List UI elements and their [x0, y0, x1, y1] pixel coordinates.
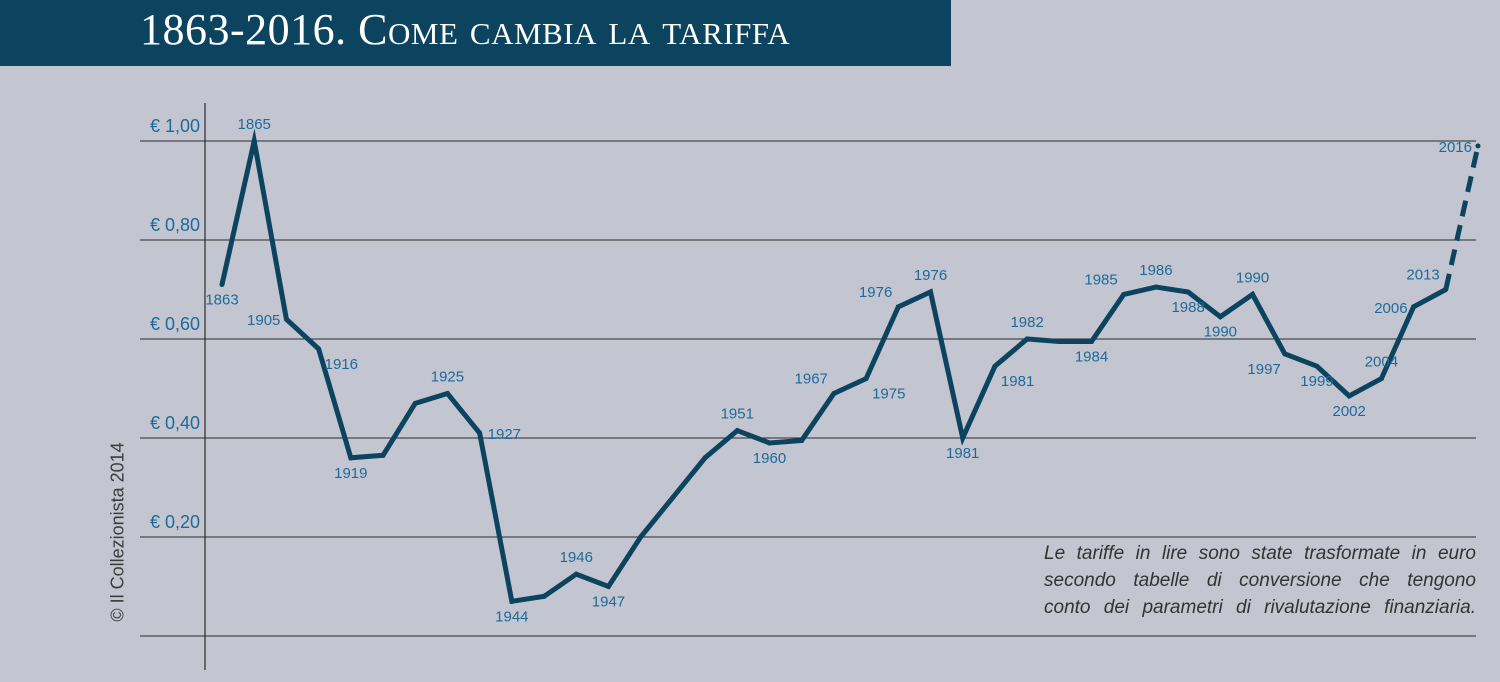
- y-tick-label: € 0,80: [150, 215, 200, 235]
- data-point: [1475, 143, 1481, 149]
- data-point: [799, 437, 805, 443]
- data-point: [766, 440, 772, 446]
- year-label: 1916: [325, 356, 358, 373]
- data-point: [219, 282, 225, 288]
- data-point: [1217, 314, 1223, 320]
- data-point: [412, 400, 418, 406]
- year-label: 2013: [1406, 267, 1439, 284]
- y-tick-label: € 1,00: [150, 116, 200, 136]
- year-label: 1975: [872, 386, 905, 403]
- data-point: [1153, 284, 1159, 290]
- data-point: [380, 452, 386, 458]
- label-layer: 1863 1865 1905 1916 1919 1925 1927 1944 1946 1947…: [205, 116, 1472, 625]
- projected-line-segment: [1443, 145, 1481, 291]
- data-point: [348, 455, 354, 461]
- year-label: 1865: [238, 116, 271, 133]
- year-label: 1927: [488, 426, 521, 443]
- data-point: [1282, 351, 1288, 357]
- data-point: [638, 534, 644, 540]
- year-label: 1988: [1171, 299, 1204, 316]
- year-label: 1967: [795, 370, 828, 387]
- y-tick-label: € 0,20: [150, 512, 200, 532]
- year-label: 2004: [1365, 354, 1398, 371]
- year-label: 1976: [859, 284, 892, 301]
- data-point: [477, 430, 483, 436]
- footnote-line: conto dei parametri di rivalutazione fin…: [1044, 597, 1476, 618]
- data-point: [1314, 363, 1320, 369]
- copyright-text: © Il Collezionista 2014: [107, 442, 128, 622]
- data-point: [1056, 338, 1062, 344]
- data-point: [1250, 291, 1256, 297]
- year-label: 1863: [205, 292, 238, 309]
- page-title: 1863-2016. Come cambia la tariffa: [140, 5, 791, 54]
- data-point: [1411, 304, 1417, 310]
- axis-layer: € 1,00 € 0,80 € 0,60 € 0,40 € 0,20: [150, 103, 206, 670]
- data-point: [992, 363, 998, 369]
- data-point: [1121, 291, 1127, 297]
- year-label: 1986: [1139, 262, 1172, 279]
- data-point: [863, 376, 869, 382]
- year-label: 1976: [914, 267, 947, 284]
- data-point: [831, 390, 837, 396]
- data-point: [605, 584, 611, 589]
- data-point: [1346, 393, 1352, 399]
- footnote: Le tariffe in lire sono state trasformat…: [1044, 540, 1476, 621]
- year-label: 1946: [560, 549, 593, 566]
- data-point: [1185, 289, 1191, 295]
- year-label: 1919: [334, 465, 367, 482]
- year-label: 1981: [1001, 373, 1034, 390]
- year-label: 1981: [946, 445, 979, 462]
- year-label: 1999: [1300, 373, 1333, 390]
- year-label: 2006: [1374, 300, 1407, 317]
- grid-layer: [140, 140, 1476, 637]
- data-point: [444, 390, 450, 396]
- year-label: 1997: [1247, 361, 1280, 378]
- footnote-line: secondo tabelle di conversione che tengo…: [1044, 570, 1476, 591]
- line-layer: [219, 128, 1481, 605]
- year-label: 1985: [1084, 271, 1117, 288]
- year-label: 2016: [1439, 139, 1472, 156]
- year-label: 1990: [1236, 269, 1269, 286]
- year-label: 1984: [1075, 348, 1108, 365]
- year-label: 1951: [721, 406, 754, 423]
- year-label: 1982: [1010, 314, 1043, 331]
- data-point: [251, 138, 257, 144]
- data-point: [1378, 376, 1384, 382]
- data-point: [702, 455, 708, 461]
- y-tick-label: € 0,40: [150, 413, 200, 433]
- data-point: [1443, 287, 1449, 292]
- data-point: [1089, 338, 1095, 344]
- data-point: [928, 289, 934, 295]
- y-tick-label: € 0,60: [150, 314, 200, 334]
- year-label: 2002: [1332, 403, 1365, 420]
- data-point: [573, 571, 579, 577]
- year-label: 1990: [1204, 324, 1237, 341]
- data-point: [1024, 336, 1030, 342]
- data-point: [283, 316, 289, 322]
- year-label: 1947: [592, 594, 625, 611]
- data-point: [670, 494, 676, 500]
- data-point: [316, 346, 322, 352]
- data-point: [895, 304, 901, 310]
- data-point: [960, 435, 966, 441]
- year-label: 1905: [247, 312, 280, 329]
- footnote-line: Le tariffe in lire sono state trasformat…: [1044, 543, 1476, 564]
- data-point: [541, 593, 547, 599]
- data-point: [509, 598, 515, 604]
- year-label: 1944: [495, 608, 528, 625]
- title-bar: 1863-2016. Come cambia la tariffa: [0, 0, 951, 66]
- data-point: [734, 428, 740, 434]
- year-label: 1925: [431, 368, 464, 385]
- year-label: 1960: [753, 450, 786, 467]
